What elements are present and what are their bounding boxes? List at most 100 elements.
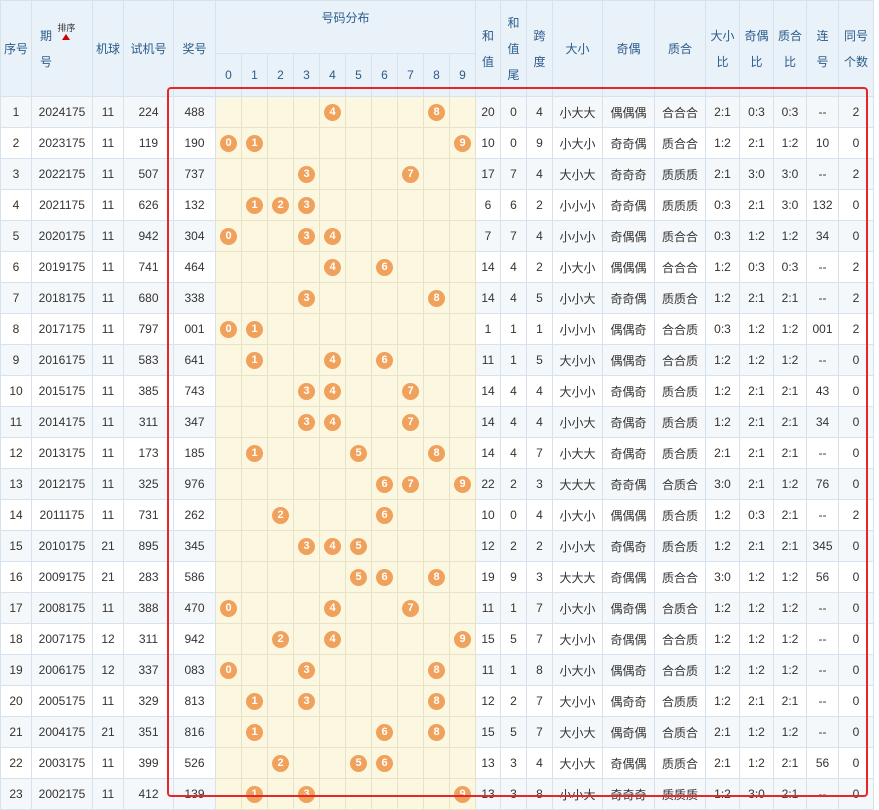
distribution-cell — [215, 561, 242, 593]
digit-ball: 9 — [454, 134, 471, 152]
distribution-cell — [449, 158, 476, 190]
row-prime: 合质合 — [654, 468, 706, 500]
distribution-cell — [371, 189, 398, 221]
row-sum-tail: 0 — [500, 499, 527, 531]
distribution-cell: 4 — [319, 251, 346, 283]
row-size: 小大小 — [552, 654, 603, 686]
distribution-cell — [345, 220, 372, 252]
digit-ball: 8 — [428, 444, 445, 462]
digit-ball: 1 — [246, 134, 263, 152]
row-winning-number: 304 — [173, 220, 216, 252]
row-same-count: 0 — [838, 220, 874, 252]
distribution-cell — [215, 282, 242, 314]
row-prime: 质合质 — [654, 406, 706, 438]
row-prime: 质合合 — [654, 127, 706, 159]
table-row: 19 2006175 12 337 083 0 3 8 11 1 8 小大小 偶偶奇 合合质 1:2 1:2 1… — [0, 654, 874, 686]
distribution-cell: 9 — [449, 127, 476, 159]
row-machine-ball: 21 — [92, 561, 124, 593]
row-machine-ball: 12 — [92, 654, 124, 686]
distribution-cell: 3 — [293, 375, 320, 407]
distribution-cell — [241, 747, 268, 779]
row-sum-tail: 4 — [500, 282, 527, 314]
row-sum: 17 — [475, 158, 501, 190]
sort-toggle[interactable]: 排序 — [57, 23, 75, 40]
header-period[interactable]: 期 排序 号 — [31, 0, 93, 97]
row-same-count: 0 — [838, 189, 874, 221]
header-digit: 1 — [241, 53, 268, 97]
header-size-ratio: 大小比 — [705, 0, 740, 97]
header-prime: 质合 — [654, 0, 706, 97]
row-span: 2 — [526, 251, 553, 283]
row-sum: 14 — [475, 406, 501, 438]
distribution-cell — [345, 344, 372, 376]
distribution-cell — [449, 530, 476, 562]
row-size-ratio: 2:1 — [705, 96, 740, 128]
row-size: 大小小 — [552, 623, 603, 655]
distribution-cell — [423, 313, 450, 345]
row-size-ratio: 0:3 — [705, 313, 740, 345]
row-size: 小大小 — [552, 499, 603, 531]
row-seq: 9 — [0, 344, 32, 376]
row-parity-ratio: 2:1 — [739, 468, 774, 500]
header-parity: 奇偶 — [602, 0, 655, 97]
row-same-count: 0 — [838, 778, 874, 810]
row-trial-number: 626 — [123, 189, 174, 221]
row-size: 大小大 — [552, 158, 603, 190]
distribution-cell — [267, 158, 294, 190]
digit-ball: 1 — [246, 351, 263, 369]
row-prime-ratio: 2:1 — [773, 499, 807, 531]
row-consecutive: 43 — [806, 375, 839, 407]
row-size-ratio: 1:2 — [705, 282, 740, 314]
row-consecutive: -- — [806, 592, 839, 624]
digit-ball: 1 — [246, 444, 263, 462]
row-prime-ratio: 1:2 — [773, 561, 807, 593]
distribution-cell: 4 — [319, 530, 346, 562]
distribution-cell — [241, 220, 268, 252]
digit-ball: 6 — [376, 568, 393, 586]
distribution-cell — [397, 499, 424, 531]
table-row: 22 2003175 11 399 526 2 5 6 13 3 4 大小大 奇偶偶 质质合 2:1 1:2 2… — [0, 747, 874, 779]
row-parity-ratio: 1:2 — [739, 623, 774, 655]
row-machine-ball: 11 — [92, 375, 124, 407]
row-sum: 12 — [475, 685, 501, 717]
row-sum: 11 — [475, 654, 501, 686]
row-parity-ratio: 2:1 — [739, 685, 774, 717]
row-span: 8 — [526, 654, 553, 686]
row-winning-number: 737 — [173, 158, 216, 190]
distribution-cell — [215, 716, 242, 748]
distribution-cell — [345, 778, 372, 810]
row-parity: 偶偶偶 — [602, 499, 655, 531]
row-sum-tail: 2 — [500, 685, 527, 717]
digit-ball: 9 — [454, 785, 471, 803]
distribution-cell — [267, 561, 294, 593]
row-size-ratio: 2:1 — [705, 716, 740, 748]
header-period-line1: 期 — [40, 28, 53, 43]
row-machine-ball: 11 — [92, 96, 124, 128]
distribution-cell: 4 — [319, 623, 346, 655]
distribution-cell — [267, 654, 294, 686]
row-size-ratio: 1:2 — [705, 654, 740, 686]
row-same-count: 2 — [838, 282, 874, 314]
distribution-cell — [241, 96, 268, 128]
row-parity: 奇偶奇 — [602, 406, 655, 438]
distribution-cell — [319, 561, 346, 593]
digit-ball: 7 — [402, 382, 419, 400]
row-machine-ball: 11 — [92, 592, 124, 624]
header-sum-tail: 和值尾 — [500, 0, 527, 97]
row-sum: 14 — [475, 282, 501, 314]
digit-ball: 9 — [454, 630, 471, 648]
row-parity: 奇奇偶 — [602, 189, 655, 221]
row-prime: 合合合 — [654, 251, 706, 283]
distribution-cell — [267, 437, 294, 469]
row-size: 小小小 — [552, 189, 603, 221]
distribution-cell: 7 — [397, 592, 424, 624]
distribution-cell — [371, 375, 398, 407]
row-sum-tail: 1 — [500, 313, 527, 345]
distribution-cell — [397, 685, 424, 717]
row-seq: 6 — [0, 251, 32, 283]
distribution-cell — [423, 747, 450, 779]
row-prime: 合合合 — [654, 96, 706, 128]
row-consecutive: -- — [806, 251, 839, 283]
row-parity: 偶奇偶 — [602, 592, 655, 624]
distribution-cell: 3 — [293, 654, 320, 686]
